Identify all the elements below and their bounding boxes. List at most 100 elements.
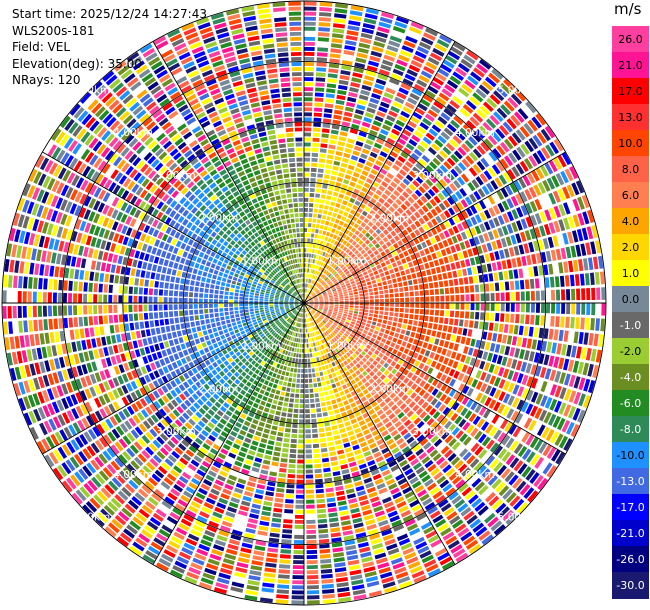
velocity-gate <box>398 265 404 271</box>
velocity-gate <box>357 347 363 353</box>
velocity-gate <box>288 312 292 316</box>
velocity-gate <box>281 534 292 539</box>
velocity-gate <box>339 250 345 256</box>
velocity-gate <box>386 197 394 205</box>
velocity-gate <box>235 341 241 347</box>
velocity-gate <box>292 315 296 320</box>
velocity-gate <box>409 358 416 365</box>
velocity-gate <box>429 510 441 520</box>
velocity-gate <box>359 305 364 309</box>
velocity-gate <box>367 156 376 163</box>
velocity-gate <box>318 308 323 311</box>
velocity-gate <box>304 16 316 21</box>
velocity-gate <box>246 454 255 461</box>
velocity-gate <box>304 157 311 162</box>
velocity-gate <box>171 422 180 431</box>
velocity-gate <box>348 498 358 504</box>
velocity-gate <box>403 335 409 342</box>
velocity-gate <box>276 374 281 380</box>
velocity-gate <box>315 289 320 293</box>
velocity-gate <box>323 225 328 231</box>
velocity-gate <box>223 426 231 434</box>
velocity-gate <box>501 356 508 367</box>
velocity-gate <box>271 461 279 467</box>
velocity-gate <box>309 198 314 203</box>
velocity-gate <box>371 429 380 437</box>
velocity-gate <box>359 324 365 329</box>
velocity-gate <box>120 423 129 433</box>
velocity-gate <box>357 541 369 549</box>
velocity-gate <box>141 529 153 539</box>
velocity-gate <box>348 349 354 355</box>
velocity-gate <box>497 464 507 476</box>
velocity-gate <box>159 358 166 367</box>
velocity-gate <box>272 456 280 462</box>
velocity-gate <box>445 295 450 302</box>
velocity-gate <box>433 471 443 481</box>
velocity-gate <box>228 452 237 459</box>
velocity-gate <box>360 408 367 414</box>
velocity-gate <box>399 182 407 190</box>
velocity-gate <box>434 43 448 53</box>
velocity-gate <box>536 340 543 351</box>
velocity-gate <box>362 389 369 395</box>
velocity-gate <box>554 400 562 413</box>
velocity-gate <box>261 326 266 331</box>
velocity-gate <box>444 449 454 459</box>
velocity-gate <box>419 250 426 257</box>
velocity-gate <box>119 470 130 481</box>
velocity-gate <box>211 385 219 392</box>
velocity-gate <box>319 304 324 306</box>
velocity-gate <box>347 430 355 436</box>
velocity-gate <box>329 301 334 303</box>
velocity-gate <box>154 343 160 352</box>
velocity-gate <box>369 328 374 333</box>
velocity-gate <box>411 480 422 489</box>
velocity-gate <box>513 245 520 256</box>
velocity-gate <box>306 294 308 298</box>
velocity-gate <box>506 198 514 209</box>
velocity-gate <box>414 314 419 320</box>
velocity-gate <box>204 456 214 464</box>
velocity-gate <box>347 257 352 262</box>
velocity-gate <box>361 446 370 453</box>
velocity-gate <box>305 474 314 479</box>
velocity-gate <box>320 314 325 318</box>
velocity-gate <box>329 319 334 324</box>
velocity-gate <box>334 229 340 235</box>
velocity-gate <box>318 528 329 534</box>
velocity-gate <box>285 494 294 499</box>
velocity-gate <box>391 326 396 332</box>
velocity-gate <box>204 412 212 420</box>
velocity-gate <box>334 109 343 115</box>
velocity-gate <box>283 355 287 360</box>
velocity-gate <box>385 478 396 486</box>
velocity-gate <box>311 223 316 228</box>
velocity-gate <box>199 378 206 385</box>
velocity-gate <box>126 382 134 392</box>
velocity-gate <box>277 347 281 352</box>
velocity-gate <box>384 307 389 311</box>
velocity-gate <box>475 293 480 302</box>
velocity-gate <box>528 155 538 167</box>
velocity-gate <box>333 310 338 314</box>
velocity-gate <box>314 275 318 280</box>
velocity-gate <box>313 383 318 388</box>
velocity-gate <box>485 423 494 434</box>
velocity-gate <box>308 328 311 333</box>
velocity-gate <box>427 343 433 351</box>
velocity-gate <box>163 405 171 414</box>
velocity-gate <box>246 331 252 336</box>
velocity-gate <box>321 189 327 194</box>
velocity-gate <box>230 496 241 504</box>
velocity-gate <box>557 154 567 168</box>
velocity-gate <box>314 107 323 112</box>
velocity-gate <box>255 398 261 404</box>
velocity-gate <box>542 462 553 475</box>
velocity-gate <box>126 371 134 381</box>
velocity-gate <box>106 463 117 475</box>
velocity-gate <box>450 245 457 254</box>
velocity-gate <box>305 293 307 298</box>
velocity-gate <box>245 486 255 493</box>
velocity-gate <box>373 547 385 555</box>
